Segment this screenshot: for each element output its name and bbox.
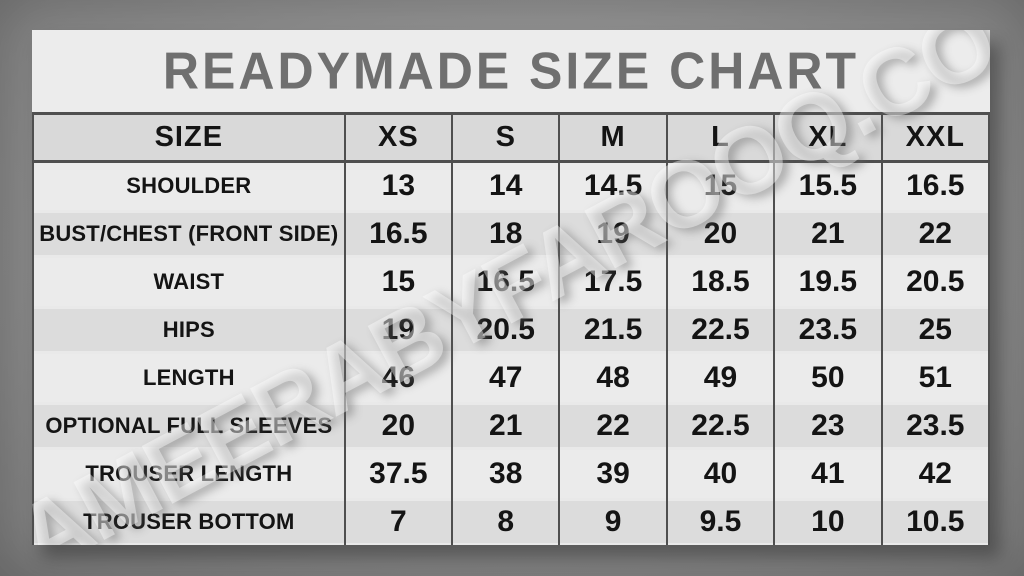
column-header: M xyxy=(558,113,667,162)
size-value-cell: 38 xyxy=(451,449,560,498)
size-value-cell: 14 xyxy=(451,161,560,210)
size-value-cell: 10 xyxy=(773,497,882,545)
size-value-cell: 15.5 xyxy=(773,161,882,210)
size-column-header: SIZE xyxy=(33,113,345,162)
size-value-cell: 23.5 xyxy=(773,305,882,354)
size-value-cell: 41 xyxy=(773,449,882,498)
size-value-cell: 20.5 xyxy=(880,257,989,306)
size-value-cell: 16.5 xyxy=(880,161,989,210)
title-band: READYMADE SIZE CHART xyxy=(32,30,990,112)
column-header: S xyxy=(451,113,560,162)
size-value-cell: 14.5 xyxy=(558,161,667,210)
table-row: BUST/CHEST (FRONT SIDE) 16.5 18 19 20 21 22 xyxy=(33,209,989,258)
size-value-cell: 7 xyxy=(343,497,453,545)
size-value-cell: 25 xyxy=(880,305,989,354)
size-value-cell: 20 xyxy=(665,209,775,258)
size-value-cell: 37.5 xyxy=(343,449,453,498)
size-value-cell: 20.5 xyxy=(451,305,560,354)
size-value-cell: 16.5 xyxy=(451,257,560,306)
row-label: HIPS xyxy=(33,305,345,354)
size-value-cell: 22.5 xyxy=(665,401,775,450)
size-value-cell: 23 xyxy=(773,401,882,450)
row-label: LENGTH xyxy=(33,353,345,402)
size-value-cell: 51 xyxy=(880,353,989,402)
table-row: WAIST 15 16.5 17.5 18.5 19.5 20.5 xyxy=(33,257,989,306)
size-table: SIZE XS S M L XL XXL SHOULDER 13 14 14.5 15 15.5 16.… xyxy=(32,112,990,545)
size-value-cell: 9.5 xyxy=(665,497,775,545)
table-row: LENGTH 46 47 48 49 50 51 xyxy=(33,353,989,402)
size-value-cell: 21.5 xyxy=(558,305,667,354)
table-header-row: SIZE XS S M L XL XXL xyxy=(33,113,989,162)
table-row: TROUSER LENGTH 37.5 38 39 40 41 42 xyxy=(33,449,989,498)
size-value-cell: 15 xyxy=(665,161,775,210)
size-value-cell: 19.5 xyxy=(773,257,882,306)
size-value-cell: 46 xyxy=(343,353,453,402)
size-value-cell: 17.5 xyxy=(558,257,667,306)
column-header: XS xyxy=(343,113,453,162)
size-value-cell: 21 xyxy=(773,209,882,258)
size-value-cell: 40 xyxy=(665,449,775,498)
table-row: HIPS 19 20.5 21.5 22.5 23.5 25 xyxy=(33,305,989,354)
row-label: BUST/CHEST (FRONT SIDE) xyxy=(33,209,345,258)
size-value-cell: 47 xyxy=(451,353,560,402)
column-header: XL xyxy=(773,113,882,162)
size-value-cell: 19 xyxy=(343,305,453,354)
size-value-cell: 21 xyxy=(451,401,560,450)
size-value-cell: 39 xyxy=(558,449,667,498)
table-body: SHOULDER 13 14 14.5 15 15.5 16.5 BUST/CHEST (FR… xyxy=(33,161,989,545)
table-row: OPTIONAL FULL SLEEVES 20 21 22 22.5 23 23.5 xyxy=(33,401,989,450)
size-value-cell: 22 xyxy=(880,209,989,258)
size-value-cell: 42 xyxy=(880,449,989,498)
size-value-cell: 20 xyxy=(343,401,453,450)
size-value-cell: 8 xyxy=(451,497,560,545)
size-value-cell: 10.5 xyxy=(880,497,989,545)
column-header: XXL xyxy=(880,113,989,162)
size-value-cell: 49 xyxy=(665,353,775,402)
size-value-cell: 19 xyxy=(558,209,667,258)
size-value-cell: 18 xyxy=(451,209,560,258)
row-label: TROUSER BOTTOM xyxy=(33,497,345,545)
size-value-cell: 23.5 xyxy=(880,401,989,450)
size-value-cell: 16.5 xyxy=(343,209,453,258)
size-value-cell: 13 xyxy=(343,161,453,210)
size-value-cell: 9 xyxy=(558,497,667,545)
row-label: WAIST xyxy=(33,257,345,306)
size-value-cell: 22.5 xyxy=(665,305,775,354)
table-row: TROUSER BOTTOM 7 8 9 9.5 10 10.5 xyxy=(33,497,989,545)
column-header: L xyxy=(665,113,775,162)
size-value-cell: 50 xyxy=(773,353,882,402)
size-value-cell: 15 xyxy=(343,257,453,306)
size-value-cell: 48 xyxy=(558,353,667,402)
table-row: SHOULDER 13 14 14.5 15 15.5 16.5 xyxy=(33,161,989,210)
size-value-cell: 18.5 xyxy=(665,257,775,306)
size-value-cell: 22 xyxy=(558,401,667,450)
row-label: OPTIONAL FULL SLEEVES xyxy=(33,401,345,450)
size-chart-card: READYMADE SIZE CHART SIZE XS S M L XL XXL SHOU… xyxy=(32,30,990,545)
row-label: SHOULDER xyxy=(33,161,345,210)
row-label: TROUSER LENGTH xyxy=(33,449,345,498)
chart-title: READYMADE SIZE CHART xyxy=(162,41,860,101)
